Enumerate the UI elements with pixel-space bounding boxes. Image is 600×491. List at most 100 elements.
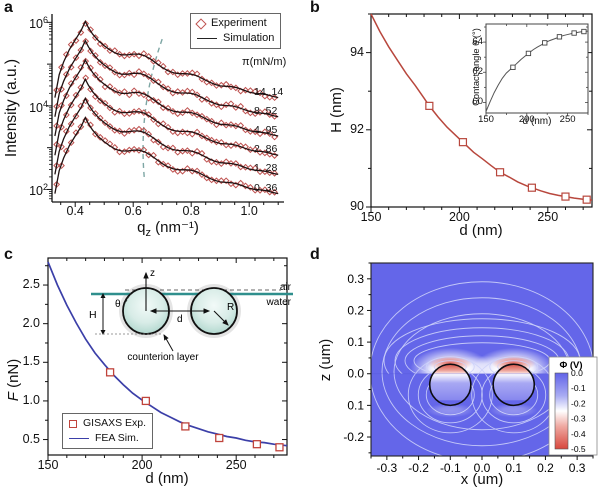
x-tick-label: 250 (537, 210, 559, 224)
pressure-value: 14. 14 (254, 85, 284, 98)
inset-y-tick-label: 64 (472, 36, 483, 48)
simulation-curve (54, 77, 279, 156)
y-tick-label: 102 (29, 182, 48, 199)
simulation-curve (54, 116, 279, 195)
inset-data-marker (556, 34, 563, 40)
contact-angle-label: θ (115, 299, 121, 310)
y-tick-label: 2.0 (22, 315, 40, 330)
simulation-curve (54, 96, 279, 176)
y-tick-label: 106 (29, 15, 48, 32)
legend-label: FEA Sim. (95, 432, 139, 444)
panel-d: d z (um) x (um) -0.3 -0.2 -0.1 0.0 0.1 0.2 0.3… (300, 245, 600, 491)
tick-label: 0.3 (569, 461, 586, 475)
particle-schematic: z d R H θ air water counterion layer (89, 268, 293, 363)
pressure-value: 2. 86 (254, 143, 278, 156)
colorbar-tick-label: 0.0 (571, 368, 583, 378)
pressure-value: 4. 95 (254, 123, 278, 136)
gisaxs-marker (252, 440, 262, 449)
data-marker (582, 195, 591, 204)
legend-label: GISAXS Exp. (83, 417, 147, 429)
gisaxs-marker (105, 368, 115, 377)
inset-axes (483, 24, 589, 116)
panel-b-xlabel: d (nm) (459, 222, 503, 239)
counterion-pointer-arrow (163, 334, 174, 352)
x-tick-label: 1.0 (240, 204, 258, 218)
inset-data-marker (510, 64, 516, 70)
blue-line-marker-icon (69, 438, 89, 439)
legend-label: Experiment (211, 17, 267, 29)
y-tick-label: 0.5 (22, 431, 40, 446)
panel-b-inset-xlabel: d (nm) (522, 116, 552, 127)
y-tick-label: 94 (350, 44, 364, 59)
panel-a: a Intensity (a.u.) qz (nm⁻¹) Experiment … (0, 0, 300, 245)
panel-b: b H (nm) d (nm) Contact angle θ (°) d (n… (300, 0, 600, 245)
simulation-curve (54, 58, 279, 137)
plot-frame (47, 257, 288, 456)
legend-gisaxs-exp: GISAXS Exp. (69, 417, 146, 430)
inset-data-marker (542, 40, 548, 46)
data-marker (458, 138, 468, 147)
axes (367, 262, 594, 460)
y-tick-label: 2.5 (22, 277, 40, 292)
square-marker-icon (69, 419, 77, 428)
z-label: z (150, 268, 155, 279)
d-label: d (177, 314, 183, 325)
tick-label: 0.1 (505, 461, 522, 475)
panel-b-label: b (310, 0, 320, 16)
panel-d-xlabel: x (um) (460, 471, 504, 488)
tick-label: -0.2 (343, 430, 364, 444)
tick-label: -0.2 (408, 461, 429, 475)
inset-frame (485, 23, 589, 114)
line-marker-icon (197, 38, 217, 39)
y-tick-label: 104 (29, 98, 48, 116)
potential-field-map: -0.3 -0.2 -0.1 0.0 0.1 0.2 0.3 0.3 0.2 0.1 0.0 0.1 -… (343, 262, 598, 475)
panel-c-label: c (4, 246, 13, 263)
gisaxs-plot (47, 14, 284, 207)
simulation-curve (54, 20, 279, 99)
pressure-value: 1. 28 (254, 162, 278, 175)
colorbar-title: Φ (V) (559, 360, 582, 371)
data-marker (425, 101, 434, 110)
legend-experiment: Experiment (195, 17, 274, 30)
inset-y-tick-label: 60 (472, 96, 483, 108)
tick-label: 0.3 (347, 272, 364, 286)
inset-x-tick-label: 200 (518, 114, 535, 125)
tick-label: 0.0 (474, 461, 491, 475)
particle-outline (492, 363, 536, 407)
counterion-layer-label: counterion layer (127, 352, 199, 363)
x-tick-label: 250 (225, 458, 247, 472)
colorbar-tick-label: -0.3 (571, 414, 586, 424)
gisaxs-marker (181, 422, 190, 431)
tick-label: 0.2 (347, 303, 364, 317)
tick-label: 0.1 (347, 335, 364, 349)
x-tick-label: 0.4 (66, 204, 84, 218)
simulation-curve (54, 39, 279, 118)
panel-a-legend: Experiment Simulation (190, 13, 282, 49)
gisaxs-marker (141, 396, 151, 406)
y-tick-label: 90 (350, 199, 364, 213)
fea-simulation-curve (47, 261, 288, 447)
x-tick-label: 0.8 (182, 204, 200, 218)
tick-label: -0.3 (377, 461, 398, 475)
gisaxs-marker (275, 443, 284, 452)
tick-label: 0.1 (347, 398, 364, 412)
colorbar-tick-label: -0.1 (571, 383, 586, 393)
radius-label: R (227, 302, 234, 313)
data-marker (495, 168, 505, 177)
inset-y-tick-label: 62 (472, 66, 483, 78)
pressure-header: π(mN/m) (242, 56, 287, 68)
water-label: water (266, 297, 292, 308)
gisaxs-marker (215, 433, 224, 443)
y-tick-label: 92 (350, 121, 364, 136)
x-tick-label: 200 (131, 458, 153, 472)
inset-x-tick-label: 250 (559, 114, 576, 125)
legend-label: Simulation (223, 32, 275, 44)
legend-fea-sim: FEA Sim. (69, 432, 146, 445)
particle-outline (428, 363, 472, 407)
tick-label: 0.0 (347, 367, 364, 381)
pressure-value: 0. 36 (254, 181, 278, 194)
axes (366, 13, 592, 212)
panel-d-label: d (310, 246, 320, 263)
legend-simulation: Simulation (197, 32, 274, 45)
contact-angle-dashed-line (122, 292, 132, 308)
